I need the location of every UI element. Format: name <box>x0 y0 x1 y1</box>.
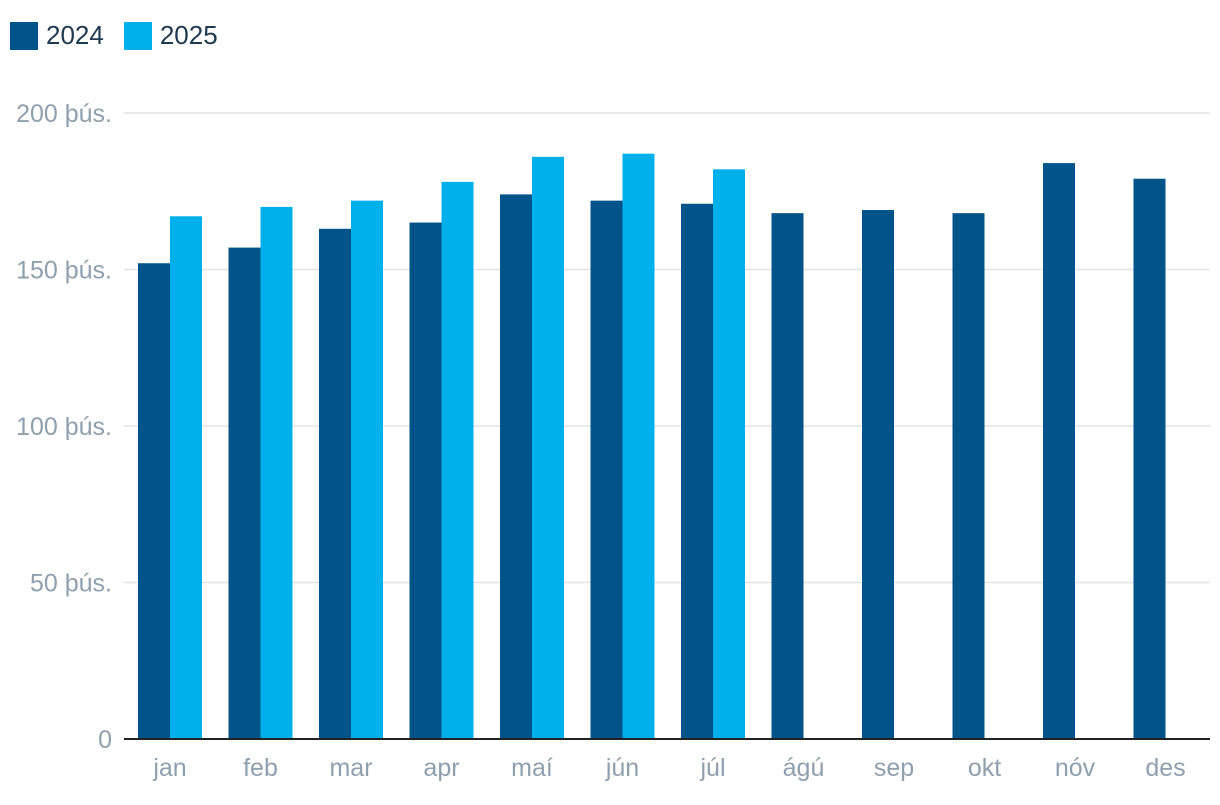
legend-item-2025: 2025 <box>123 20 218 51</box>
y-tick-label: 0 <box>98 726 112 754</box>
bar-2025-jún <box>622 153 655 739</box>
bar-2024-nóv <box>1043 163 1075 739</box>
y-tick-label: 100 þús. <box>16 413 112 441</box>
legend-swatch-2025 <box>123 21 152 50</box>
x-tick-label: ágú <box>783 754 825 782</box>
bar-2024-feb <box>228 247 261 739</box>
bar-2025-maí <box>532 156 564 739</box>
bar-2024-apr <box>409 222 442 740</box>
bar-2024-sep <box>862 210 894 739</box>
y-tick-label: 50 þús. <box>30 570 112 598</box>
x-tick-label: feb <box>243 754 278 782</box>
bar-2024-jún <box>590 200 623 739</box>
x-tick-label: apr <box>423 754 459 782</box>
bar-2024-maí <box>500 194 532 739</box>
x-tick-label: des <box>1145 754 1185 782</box>
x-tick-label: nóv <box>1055 754 1096 782</box>
x-tick-label: júl <box>699 754 725 782</box>
y-tick-label: 150 þús. <box>16 257 112 285</box>
legend-label-2025: 2025 <box>159 20 218 50</box>
bar-2025-júl <box>713 169 745 740</box>
bar-2025-mar <box>351 200 383 739</box>
bar-2025-apr <box>441 181 474 740</box>
bar-2024-des <box>1133 178 1166 740</box>
legend-label-2024: 2024 <box>46 20 104 50</box>
bar-2024-okt <box>952 213 985 739</box>
x-tick-label: maí <box>511 754 553 782</box>
x-tick-label: mar <box>329 754 372 782</box>
legend: 2024 2025 <box>10 20 218 51</box>
bar-2025-jan <box>170 216 202 740</box>
y-tick-label: 200 þús. <box>16 100 112 128</box>
bar-2024-ágú <box>771 213 804 739</box>
x-tick-label: okt <box>968 754 1001 782</box>
bar-2024-júl <box>681 203 713 739</box>
x-tick-label: sep <box>874 754 914 782</box>
x-tick-label: jún <box>605 754 639 782</box>
x-tick-label: jan <box>152 754 186 782</box>
legend-swatch-2024 <box>10 21 38 50</box>
bar-2025-feb <box>260 206 293 739</box>
legend-item-2024: 2024 <box>10 20 104 51</box>
bar-2024-jan <box>138 263 170 739</box>
bar-2024-mar <box>319 228 351 739</box>
